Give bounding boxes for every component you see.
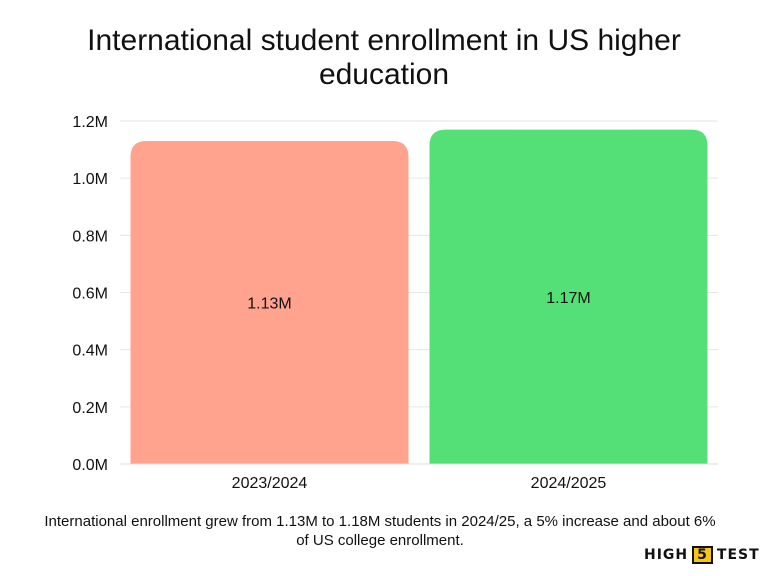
x-category-label: 2024/2025 <box>531 475 607 492</box>
chart-title: International student enrollment in US h… <box>0 24 768 92</box>
x-category-label: 2023/2024 <box>232 475 308 492</box>
y-tick-label: 0.4M <box>72 343 108 360</box>
bar <box>429 129 708 464</box>
chart-title-line-1: International student enrollment in US h… <box>87 24 681 57</box>
y-tick-label: 0.6M <box>72 286 108 303</box>
bar <box>130 141 409 464</box>
logo-text-test: TEST <box>716 547 760 563</box>
brand-logo: HIGH 5 TEST <box>644 545 760 565</box>
y-tick-label: 0.0M <box>72 457 108 474</box>
y-tick-label: 1.2M <box>72 114 108 131</box>
y-tick-label: 1.0M <box>72 171 108 188</box>
y-tick-label: 0.8M <box>72 228 108 245</box>
chart-title-line-2: education <box>318 58 450 91</box>
bar-data-label: 1.13M <box>247 296 291 313</box>
bar-data-label: 1.17M <box>546 290 590 307</box>
chart-caption: International enrollment grew from 1.13M… <box>44 513 716 549</box>
logo-five-badge: 5 <box>692 546 713 564</box>
y-tick-label: 0.2M <box>72 400 108 417</box>
logo-text-high: HIGH <box>644 547 689 563</box>
